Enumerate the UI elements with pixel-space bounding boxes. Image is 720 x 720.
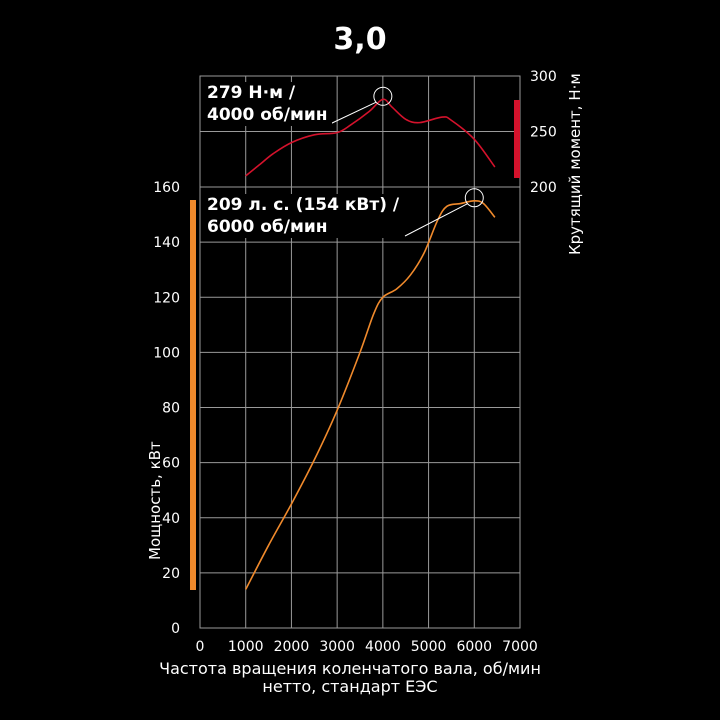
x-axis-label-line2: нетто, стандарт ЕЭС [262, 677, 438, 696]
y-axis-right-label: Крутящий момент, Н·м [566, 73, 584, 255]
y-axis-left-label: Мощность, кВт [146, 441, 164, 560]
annotation-leader-line [404, 203, 468, 237]
torque-annotation-line1: 279 Н·м / [207, 83, 296, 103]
x-tick-label: 0 [196, 639, 205, 655]
y-left-tick-label: 160 [153, 180, 180, 196]
axis-color-bars [190, 100, 520, 590]
x-tick-label: 7000 [502, 639, 538, 655]
power-curve [245, 199, 496, 590]
annotation-leader-line [329, 101, 377, 125]
y-right-tick-label: 250 [530, 125, 557, 141]
y-left-tick-label: 80 [162, 401, 180, 417]
torque-axis-bar [514, 100, 520, 178]
series-lines [245, 98, 496, 590]
x-tick-label: 6000 [456, 639, 492, 655]
y-left-tick-label: 20 [162, 566, 180, 582]
power-peak-marker [464, 188, 484, 208]
peak-markers [329, 86, 484, 237]
y-left-tick-label: 100 [153, 345, 180, 361]
x-tick-label: 3000 [319, 639, 355, 655]
torque-annotation: 279 Н·м / 4000 об/мин [203, 82, 332, 126]
torque-annotation-line2: 4000 об/мин [207, 105, 328, 125]
y-left-tick-label: 60 [162, 456, 180, 472]
power-axis-bar [190, 200, 196, 590]
x-tick-label: 4000 [365, 639, 401, 655]
power-annotation-line2: 6000 об/мин [207, 217, 328, 237]
y-left-tick-label: 120 [153, 290, 180, 306]
y-left-tick-label: 0 [171, 621, 180, 637]
y-right-tick-label: 300 [530, 69, 557, 85]
x-axis-label-line1: Частота вращения коленчатого вала, об/ми… [159, 659, 541, 678]
y-right-tick-label: 200 [530, 180, 557, 196]
x-tick-label: 2000 [274, 639, 310, 655]
power-annotation-line1: 209 л. с. (154 кВт) / [207, 195, 400, 215]
tick-labels: 0 1000 2000 3000 4000 5000 6000 7000 0 20 40 60 80 10… [153, 69, 556, 655]
x-axis-label: Частота вращения коленчатого вала, об/ми… [140, 660, 560, 696]
y-left-tick-label: 140 [153, 235, 180, 251]
chart-title: 3,0 [333, 22, 387, 57]
torque-curve [245, 98, 496, 177]
power-annotation: 209 л. с. (154 кВт) / 6000 об/мин [203, 194, 404, 238]
x-tick-label: 5000 [411, 639, 447, 655]
x-tick-label: 1000 [228, 639, 264, 655]
torque-peak-marker [373, 86, 393, 106]
y-left-tick-label: 40 [162, 511, 180, 527]
